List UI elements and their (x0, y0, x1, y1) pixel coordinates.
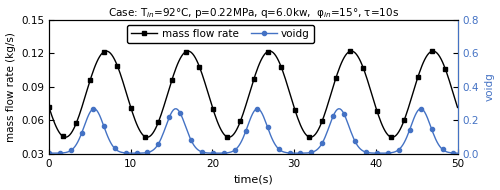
voidg (48, 152, 54, 154)
voidg (46, 152, 52, 154)
Legend: mass flow rate, voidg: mass flow rate, voidg (127, 25, 314, 43)
voidg (296, 152, 302, 154)
voidg (454, 152, 460, 154)
mass flow rate (48, 111, 54, 113)
mass flow rate (392, 135, 398, 138)
Title: Case: T$_{in}$=92°C, p=0.22MPa, q=6.0kw,  φ$_{in}$=15°, τ=10s: Case: T$_{in}$=92°C, p=0.22MPa, q=6.0kw,… (108, 6, 399, 20)
mass flow rate (454, 106, 460, 109)
Line: voidg: voidg (47, 107, 460, 155)
voidg (289, 152, 295, 154)
mass flow rate (298, 124, 304, 126)
X-axis label: time(s): time(s) (234, 174, 273, 184)
mass flow rate (418, 68, 424, 70)
mass flow rate (62, 136, 68, 138)
voidg (390, 151, 396, 154)
mass flow rate (430, 50, 436, 52)
voidg (288, 152, 294, 154)
voidg (416, 108, 422, 110)
Line: mass flow rate: mass flow rate (47, 49, 460, 139)
mass flow rate (290, 105, 296, 107)
voidg (418, 108, 424, 110)
Y-axis label: mass flow rate (kg/s): mass flow rate (kg/s) (6, 32, 16, 142)
Y-axis label: voidg: voidg (484, 73, 494, 101)
mass flow rate (289, 100, 295, 102)
mass flow rate (46, 106, 52, 109)
